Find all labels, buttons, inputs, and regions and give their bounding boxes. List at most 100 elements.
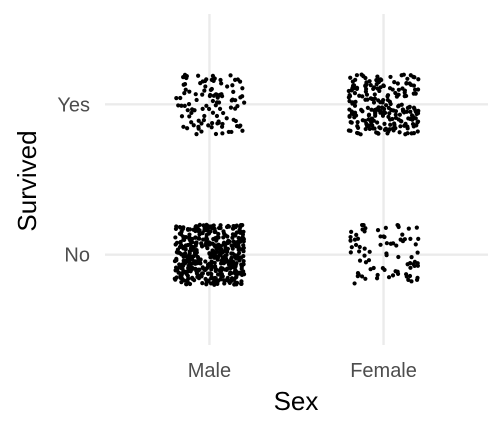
data-point: [384, 241, 389, 246]
data-point: [387, 99, 392, 104]
data-point: [181, 124, 186, 129]
data-point: [348, 250, 353, 255]
data-point: [349, 120, 354, 125]
data-point: [363, 260, 369, 265]
y-axis-tick-labels: No Yes: [57, 94, 90, 266]
data-point: [408, 236, 413, 241]
data-point: [377, 88, 382, 94]
data-point: [374, 130, 379, 135]
data-point: [219, 266, 224, 271]
data-point: [415, 275, 420, 280]
data-point: [352, 115, 357, 120]
data-point: [410, 121, 416, 127]
data-point: [382, 127, 388, 132]
data-point: [393, 112, 398, 117]
data-point: [406, 226, 411, 231]
data-point: [230, 251, 235, 256]
data-point: [238, 239, 243, 244]
data-point: [231, 223, 236, 229]
data-point: [409, 255, 414, 260]
data-point: [416, 236, 421, 241]
data-point: [207, 241, 213, 246]
data-point: [390, 116, 395, 122]
data-point: [190, 276, 195, 282]
data-point: [179, 252, 184, 257]
data-point: [224, 248, 230, 253]
data-point: [180, 226, 186, 231]
data-point: [367, 249, 372, 254]
data-point: [373, 110, 378, 115]
data-point: [216, 231, 221, 237]
data-point: [200, 106, 205, 111]
data-point: [233, 106, 238, 111]
data-point: [223, 259, 229, 264]
data-point: [189, 120, 194, 125]
data-point: [351, 111, 356, 117]
y-tick-label: Yes: [57, 94, 90, 116]
data-point: [347, 94, 353, 99]
data-point: [405, 76, 410, 81]
data-point: [347, 99, 352, 104]
data-point: [382, 121, 387, 126]
data-point: [407, 273, 413, 279]
data-point: [228, 73, 233, 78]
data-point: [236, 247, 241, 252]
data-point: [396, 254, 401, 260]
data-point: [416, 87, 421, 92]
data-point: [176, 103, 181, 108]
data-point: [375, 272, 380, 278]
data-point: [233, 268, 238, 273]
data-point: [223, 233, 228, 238]
data-point: [204, 235, 209, 240]
data-point: [218, 252, 223, 257]
data-point: [216, 235, 221, 240]
data-point: [191, 254, 196, 259]
data-point: [207, 251, 212, 256]
data-point: [219, 81, 224, 86]
data-point: [405, 131, 410, 136]
data-point: [179, 114, 185, 119]
data-point: [378, 100, 383, 105]
data-point: [194, 132, 199, 137]
x-tick-label: Male: [188, 360, 231, 382]
data-point: [383, 225, 388, 230]
data-point: [182, 251, 188, 256]
data-point: [208, 262, 213, 268]
data-point: [234, 123, 240, 129]
data-point: [360, 94, 365, 99]
data-point: [196, 124, 201, 129]
data-point: [182, 103, 187, 108]
data-point: [187, 263, 192, 268]
data-point: [224, 252, 229, 258]
data-point: [363, 97, 368, 102]
data-point: [411, 105, 417, 110]
data-point: [353, 99, 358, 104]
data-point: [349, 229, 354, 234]
data-point: [222, 243, 227, 248]
data-point: [355, 123, 360, 129]
data-point: [191, 227, 196, 232]
data-point: [374, 276, 380, 281]
data-point: [354, 73, 360, 78]
data-point: [407, 104, 412, 110]
data-point: [364, 86, 369, 92]
data-point: [386, 114, 391, 119]
data-point: [405, 124, 410, 129]
data-point: [202, 113, 207, 119]
data-point: [193, 243, 198, 248]
data-point: [238, 281, 244, 286]
data-point: [179, 103, 184, 108]
data-point: [357, 249, 362, 254]
data-point: [366, 258, 372, 263]
data-point: [348, 75, 353, 80]
x-tick-label: Female: [350, 360, 417, 382]
data-point: [213, 229, 218, 234]
data-point: [216, 100, 222, 105]
data-point: [188, 246, 194, 251]
data-point: [173, 226, 179, 231]
data-point: [201, 118, 206, 123]
data-point: [193, 259, 198, 264]
data-point: [197, 232, 202, 237]
data-point: [395, 271, 401, 276]
data-point: [212, 255, 217, 260]
